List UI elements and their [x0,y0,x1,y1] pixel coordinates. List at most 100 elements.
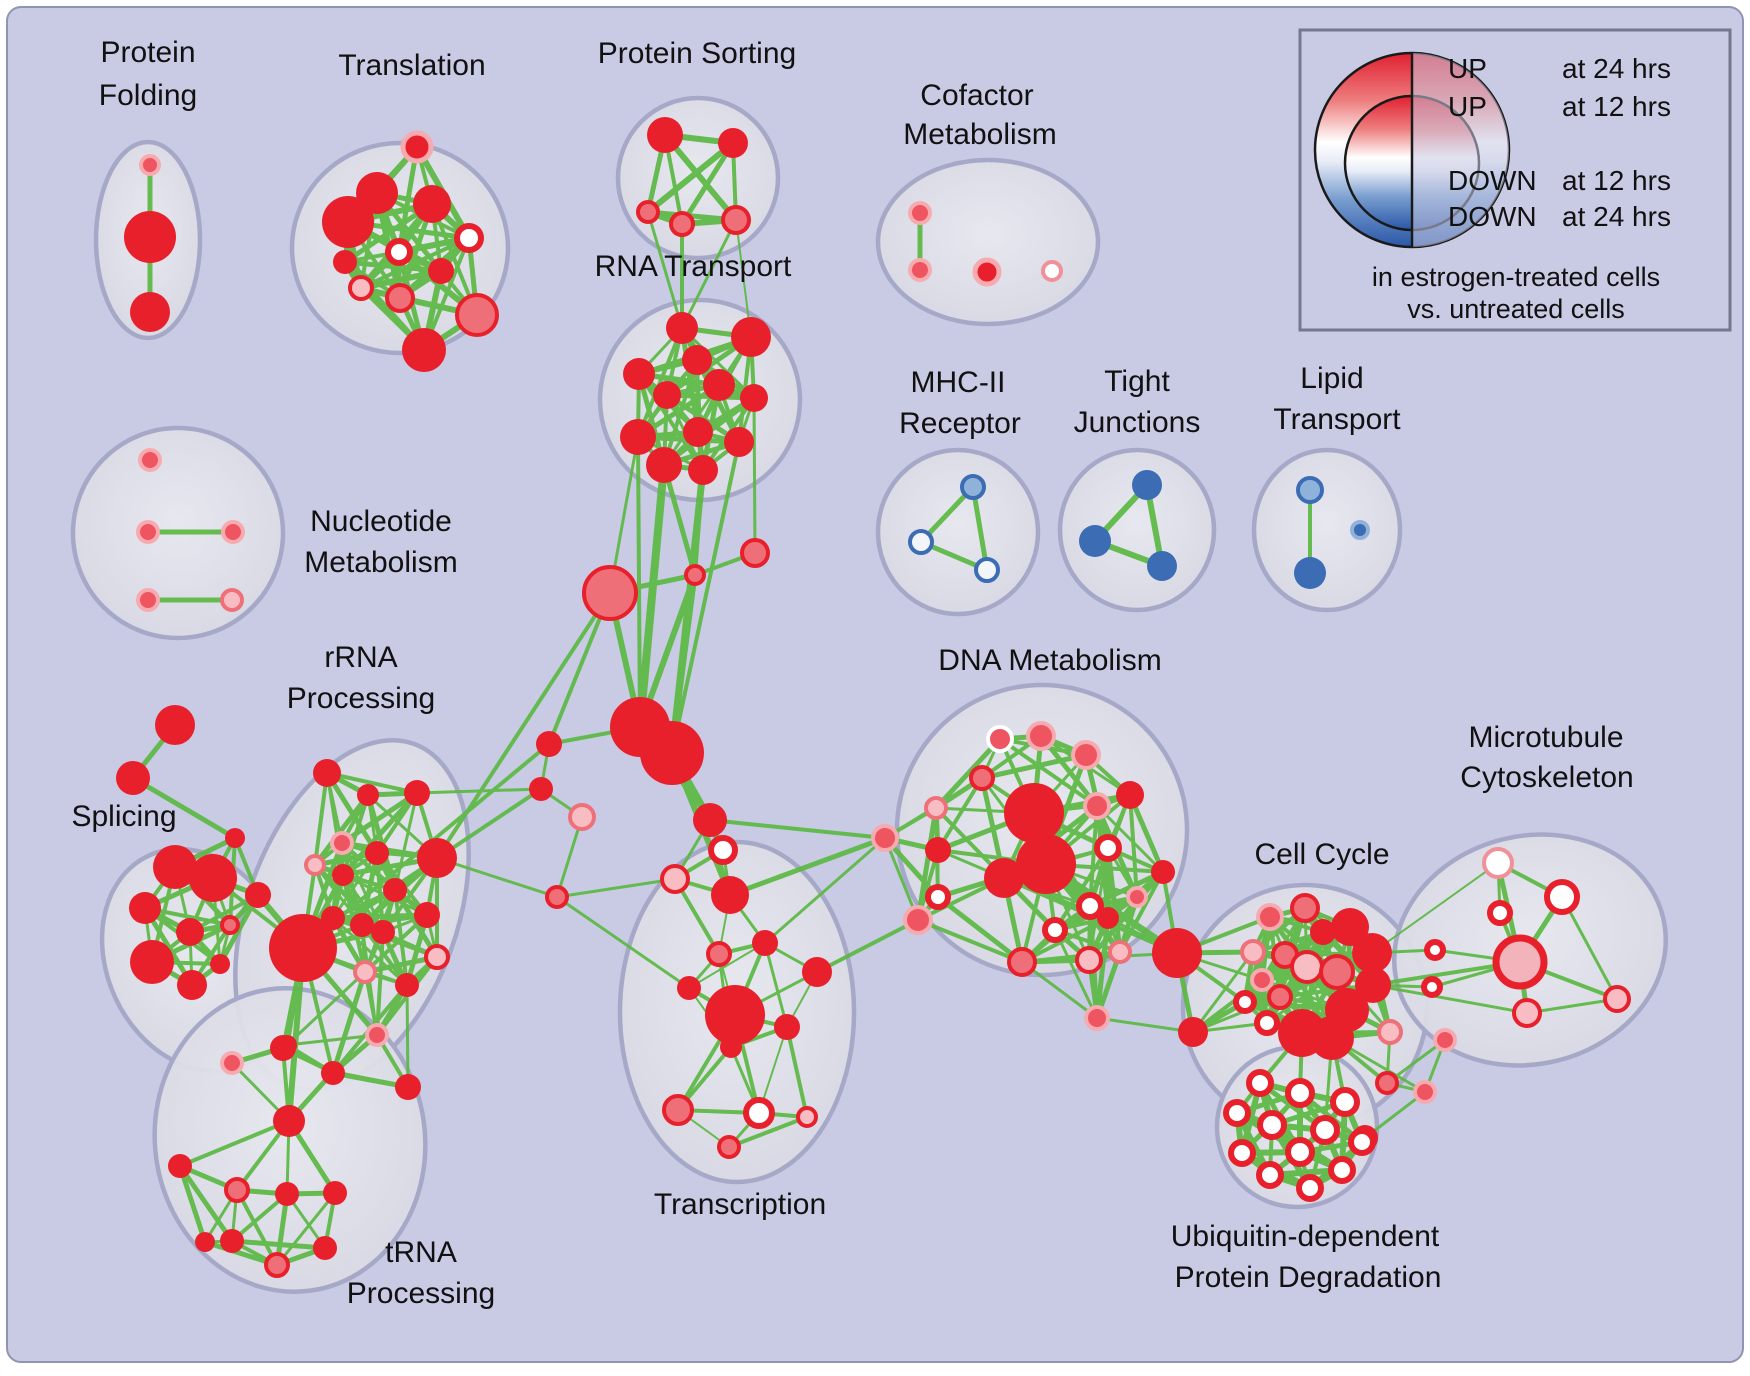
node-ub11 [1296,1174,1324,1202]
cluster-label: Transcription [654,1188,826,1221]
legend-time-label: at 12 hrs [1562,91,1671,122]
node-rt9 [724,427,754,457]
node-tr6 [428,258,454,284]
node-tr9 [455,293,499,337]
node-tn6 [275,1182,299,1206]
edge [1371,862,1499,954]
edge-dm [1020,916,1110,964]
node-mc1 [1544,879,1580,915]
edge [763,836,887,945]
node-rr14 [353,960,377,984]
edge-tr [358,268,444,291]
node-ub8 [1285,1137,1315,1167]
node-rr19 [395,1074,421,1100]
node-dm16 [925,884,951,910]
cluster-label: tRNA [385,1236,457,1269]
node-pf0 [139,154,161,176]
node-mc5 [1421,976,1443,998]
edge [1525,997,1619,1015]
node-nm3 [136,588,160,612]
edge-tc [688,942,766,989]
node-sp1 [116,761,150,795]
node-cc12 [1250,968,1274,992]
node-cc7 [1240,939,1266,965]
node-dm10 [984,858,1024,898]
edge [670,440,741,755]
cluster-label: Ubiquitin-dependent [1171,1220,1440,1253]
edge-rr [285,970,367,1047]
node-tc13 [743,1097,775,1129]
node-rr11 [350,913,374,937]
label-layer: Protein Folding Translation Protein Sorting… [71,36,1633,1310]
legend-direction-label: DOWN [1448,165,1537,196]
node-pf1 [124,211,176,263]
node-cc1 [1178,1017,1208,1047]
node-sp10 [210,954,230,974]
edge-rr [330,969,368,1076]
node-tn5 [224,1177,250,1203]
edge [970,484,990,573]
edge [555,877,677,899]
node-dm15 [903,905,933,935]
node-tr11 [333,250,357,274]
node-tc0 [693,803,727,837]
cluster-label: Metabolism [903,118,1056,151]
edge [1371,983,1529,1015]
node-sp6 [176,918,204,946]
node-cm0 [908,201,932,225]
node-nm0 [138,448,162,472]
node-cm1 [908,258,932,282]
node-tj1 [1079,525,1111,557]
node-rt5 [653,381,681,409]
node-tc14 [796,1106,818,1128]
node-tn4 [168,1154,192,1178]
node-cc14 [1233,990,1257,1014]
node-cm3 [1041,260,1063,282]
node-rt6 [740,384,768,412]
edge-rr [340,790,420,878]
edge-tr [342,259,444,274]
edge [646,210,684,330]
cluster-label: Cytoskeleton [1460,761,1633,794]
node-rr5 [304,854,326,876]
edge-tn [229,1238,328,1251]
node-ub1 [1285,1078,1315,1108]
node-cc4 [1310,919,1336,945]
node-dm20 [1151,860,1175,884]
edge-tn [177,1163,208,1245]
node-sp2 [225,828,245,848]
cluster-label: Protein Sorting [598,37,796,70]
node-hub0 [684,564,706,586]
node-tr1 [356,172,398,214]
edge [636,461,668,731]
edge [636,435,642,729]
node-tr4 [454,223,484,253]
node-sp0 [155,705,195,745]
node-cc18 [1310,1016,1354,1060]
node-tc2 [660,864,690,894]
node-cm2 [972,257,1002,287]
node-lt2 [1350,520,1370,540]
cluster-label: Protein Degradation [1175,1261,1442,1294]
node-rt2 [682,345,712,375]
edge-rr [285,1033,379,1047]
node-rr12 [371,920,395,944]
node-dm12 [1094,834,1122,862]
node-dm13 [1076,892,1104,920]
node-sp11 [245,882,271,908]
node-dm6 [969,765,995,791]
edge [178,1119,291,1168]
node-mc9 [1375,1071,1399,1095]
node-rr13 [269,914,337,982]
node-cc19 [1377,1019,1403,1045]
edge-tc [763,941,789,1029]
node-ub2 [1330,1087,1360,1117]
node-rr7 [417,838,457,878]
edge-rt [637,372,756,400]
node-sp5 [129,892,161,924]
node-hub1 [740,538,770,568]
node-tn2 [324,1063,342,1081]
node-cc10 [1319,954,1355,990]
node-tr3 [413,185,451,223]
